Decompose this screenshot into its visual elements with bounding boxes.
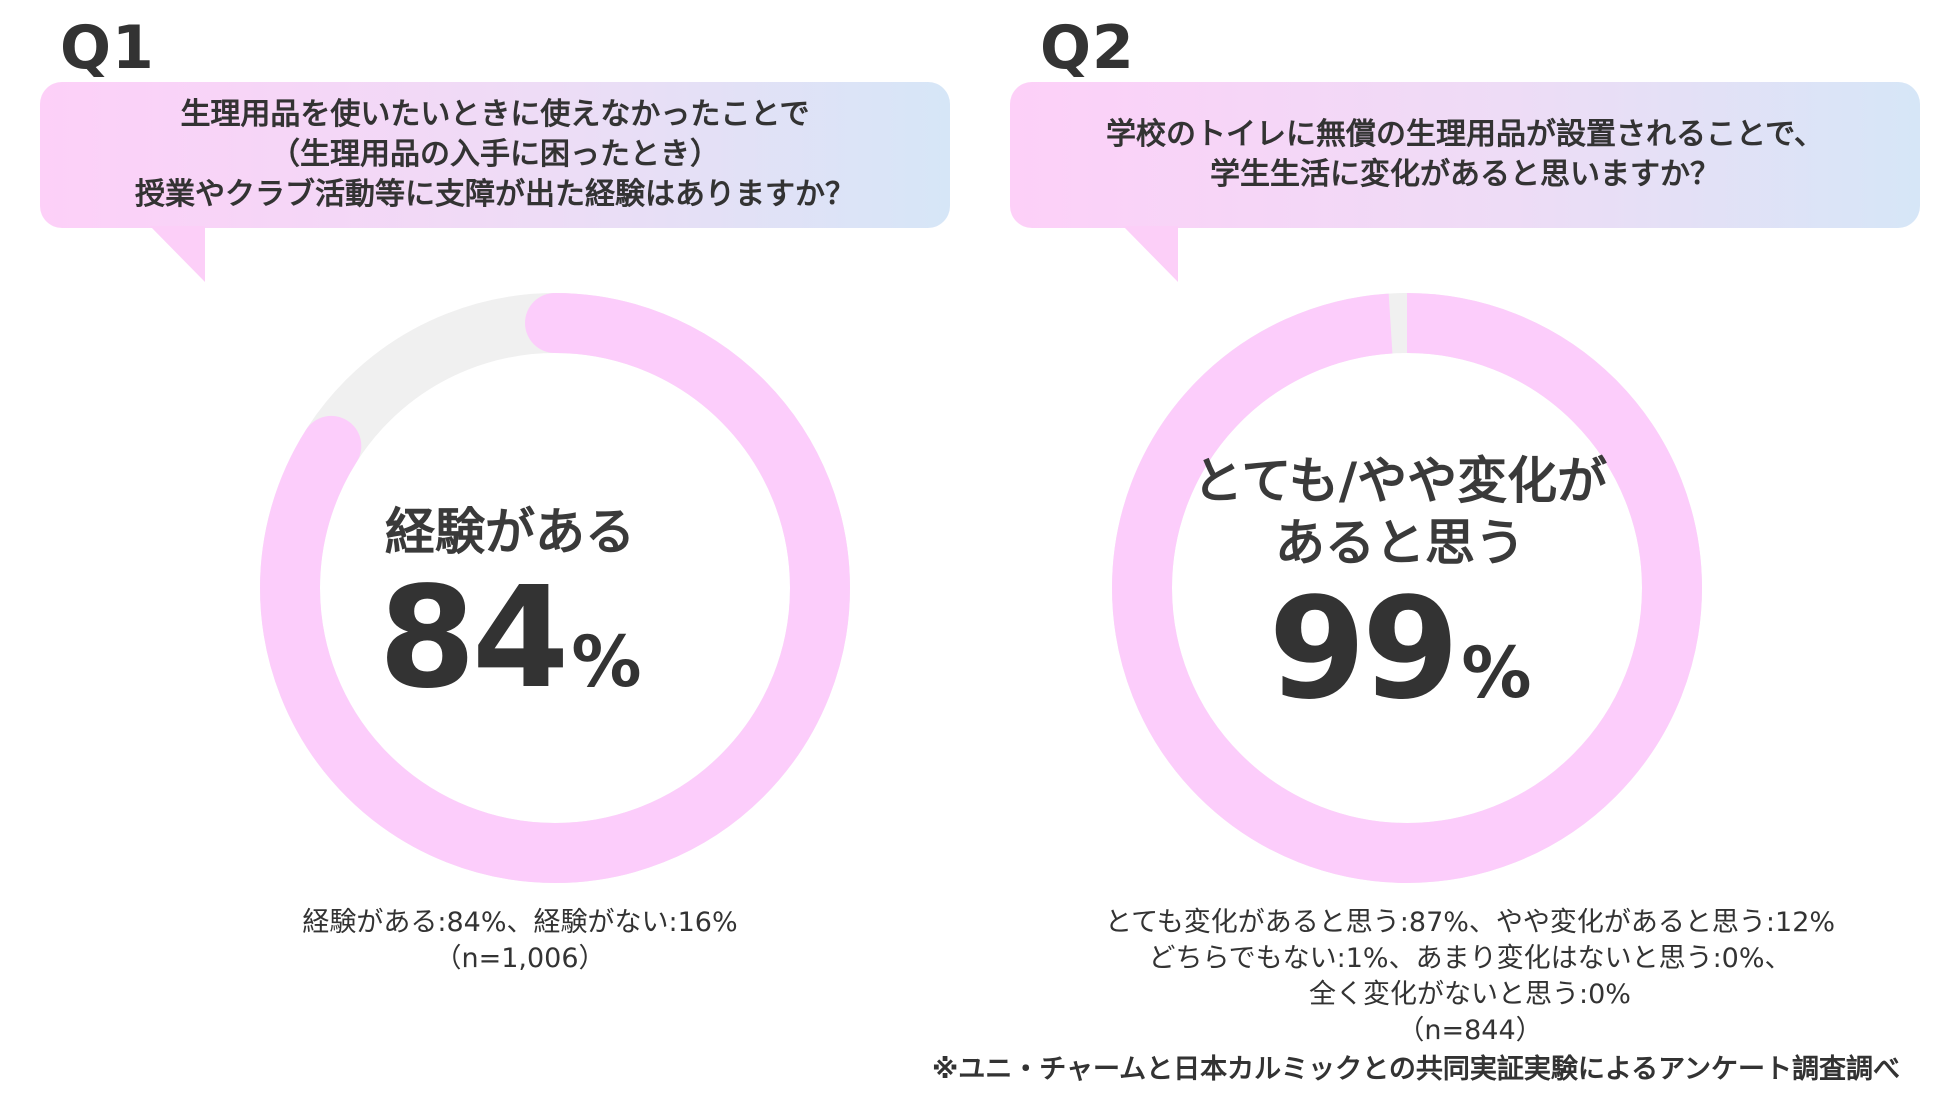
q1-sample-size: （n=1,006）	[434, 943, 606, 974]
q2-breakdown: とても変化があると思う:87%、やや変化があると思う:12% どちらでもない:1…	[1060, 905, 1880, 1049]
q2-donut-primary-arc	[1112, 293, 1702, 883]
q2-breakdown-line: どちらでもない:1%、あまり変化はないと思う:0%、	[1148, 943, 1792, 974]
q1-center-unit: %	[571, 621, 642, 703]
q2-question-bubble: 学校のトイレに無償の生理用品が設置されることで、 学生生活に変化があると思います…	[1010, 82, 1920, 228]
q2-center-label: とても/やや変化が あると思う 99%	[1150, 440, 1650, 730]
q2-center-number: 99	[1268, 568, 1460, 731]
q1-center-label: 経験がある 84%	[300, 480, 720, 730]
q2-label: Q2	[1040, 13, 1135, 83]
q1-bubble-tail	[150, 226, 205, 282]
q1-question-line: 生理用品を使いたいときに使えなかったことで	[180, 97, 810, 132]
q1-question-bubble: 生理用品を使いたいときに使えなかったことで （生理用品の入手に困ったとき） 授業…	[40, 82, 950, 228]
q2-bubble-tail	[1123, 226, 1178, 282]
q1-question-line: 授業やクラブ活動等に支障が出た経験はありますか？	[135, 177, 855, 212]
q2-center-unit: %	[1461, 632, 1532, 714]
q2-sample-size: （n=844）	[1397, 1015, 1543, 1046]
source-note: ※ユニ・チャームと日本カルミックとの共同実証実験によるアンケート調査調べ	[931, 1054, 1900, 1085]
q1-label: Q1	[60, 13, 155, 83]
q1-donut-primary-arc	[260, 293, 850, 883]
q2-question-line: 学校のトイレに無償の生理用品が設置されることで、	[1106, 117, 1824, 152]
q1-breakdown-line: 経験がある:84%、経験がない:16%	[302, 907, 738, 938]
q1-center-caption: 経験がある	[385, 503, 635, 561]
q1-donut-chart	[260, 293, 850, 883]
q1-center-number: 84	[378, 557, 570, 720]
q1-question-line: （生理用品の入手に困ったとき）	[270, 137, 720, 172]
q1-panel: Q1 生理用品を使いたいときに使えなかったことで （生理用品の入手に困ったとき）…	[40, 13, 950, 282]
q2-center-value: 99%	[1269, 580, 1532, 720]
q1-center-value: 84%	[379, 569, 642, 709]
q1-breakdown: 経験がある:84%、経験がない:16% （n=1,006）	[240, 905, 800, 977]
q2-center-caption: とても/やや変化が	[1192, 452, 1608, 510]
q2-breakdown-line: 全く変化がないと思う:0%	[1309, 979, 1631, 1010]
q2-question-line: 学生生活に変化があると思いますか？	[1210, 157, 1720, 192]
q2-donut-chart	[1112, 293, 1702, 883]
q2-center-caption: あると思う	[1275, 514, 1525, 572]
q2-breakdown-line: とても変化があると思う:87%、やや変化があると思う:12%	[1104, 907, 1836, 938]
q2-panel: Q2 学校のトイレに無償の生理用品が設置されることで、 学生生活に変化があると思…	[975, 0, 1950, 1105]
